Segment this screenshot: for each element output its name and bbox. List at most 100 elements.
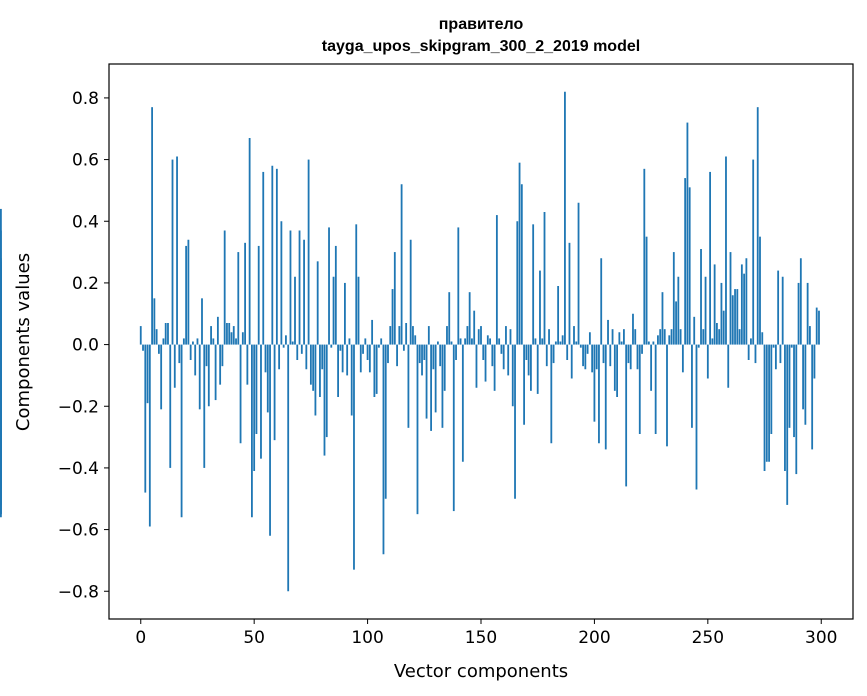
bar-106 xyxy=(380,338,383,345)
bar-190 xyxy=(570,344,573,379)
bar-52 xyxy=(257,245,260,345)
bar-151 xyxy=(482,344,485,360)
bar-40 xyxy=(230,332,233,345)
y-tick-label: 0.4 xyxy=(72,212,99,232)
bar-267 xyxy=(745,258,748,345)
bar-31 xyxy=(210,326,212,345)
bar-100 xyxy=(366,344,369,360)
bar-212 xyxy=(620,341,623,345)
bar-75 xyxy=(309,344,312,385)
bar-103 xyxy=(373,344,376,397)
bar-196 xyxy=(584,344,587,370)
bar-115 xyxy=(400,184,403,345)
bar-268 xyxy=(747,344,750,360)
bar-274 xyxy=(761,332,764,345)
bar-94 xyxy=(353,344,355,570)
bar-143 xyxy=(464,338,467,345)
bar-102 xyxy=(371,319,374,345)
bar-278 xyxy=(770,344,773,434)
bar-88 xyxy=(339,344,342,351)
bar-177 xyxy=(541,338,544,345)
bar-256 xyxy=(720,282,723,345)
bar-73 xyxy=(305,344,308,370)
bar-247 xyxy=(700,249,702,345)
bar-261 xyxy=(731,295,734,345)
bar-35 xyxy=(219,344,222,385)
bar-51 xyxy=(255,344,258,434)
bar-208 xyxy=(611,329,614,345)
bar-260 xyxy=(729,252,732,345)
bar-291 xyxy=(799,258,802,345)
bar-16 xyxy=(176,156,178,345)
bar-98 xyxy=(362,344,364,354)
bar-85 xyxy=(332,276,335,345)
bar-203 xyxy=(600,258,603,345)
bar-38 xyxy=(226,323,228,345)
bar-87 xyxy=(337,344,339,397)
bar-171 xyxy=(527,344,530,376)
bar-129 xyxy=(432,344,435,370)
bar-219 xyxy=(636,344,639,370)
bar-56 xyxy=(266,344,269,413)
bar-233 xyxy=(668,335,671,345)
bar-144 xyxy=(466,326,469,345)
bar-210 xyxy=(616,344,618,397)
bar-90 xyxy=(344,282,346,345)
bar-254 xyxy=(716,323,718,345)
bar-101 xyxy=(368,344,371,373)
bar-220 xyxy=(638,344,641,434)
bar-123 xyxy=(418,344,421,364)
x-tick-label: 150 xyxy=(465,628,497,648)
bar-54 xyxy=(262,171,265,345)
bar-201 xyxy=(595,344,598,370)
bar-74 xyxy=(307,159,310,345)
bar-26 xyxy=(198,344,201,410)
bar-248 xyxy=(702,329,705,345)
bar-55 xyxy=(264,344,267,373)
bar-95 xyxy=(355,224,358,345)
bar-133 xyxy=(441,344,444,428)
bar-207 xyxy=(609,344,612,367)
x-tick-label: 300 xyxy=(805,628,837,648)
bar-65 xyxy=(287,344,290,592)
bar-186 xyxy=(561,335,564,345)
bar-243 xyxy=(691,344,693,428)
bar-242 xyxy=(688,187,691,345)
bar-114 xyxy=(398,326,401,345)
bar-230 xyxy=(661,292,664,345)
bar-166 xyxy=(516,221,519,345)
bar-48 xyxy=(248,138,251,345)
bar-192 xyxy=(575,341,578,345)
bar-263 xyxy=(736,289,739,345)
bar-119 xyxy=(409,239,412,345)
bar-272 xyxy=(756,107,759,345)
bar-214 xyxy=(625,344,628,487)
bar-257 xyxy=(722,310,725,345)
bar-81 xyxy=(323,344,326,456)
bar-249 xyxy=(704,276,707,345)
bar-199 xyxy=(591,344,594,373)
bar-187 xyxy=(564,91,566,345)
bar-202 xyxy=(598,344,600,444)
bar-227 xyxy=(654,344,657,434)
bar-121 xyxy=(414,335,417,345)
bar-66 xyxy=(289,230,292,345)
bar-112 xyxy=(393,252,396,345)
bar-12 xyxy=(167,323,169,345)
bar-104 xyxy=(375,344,378,394)
x-tick-label: 200 xyxy=(578,628,610,648)
bar-206 xyxy=(607,319,609,345)
bar-113 xyxy=(396,344,398,367)
bar-4 xyxy=(148,344,151,527)
bar-159 xyxy=(500,344,503,354)
bar-172 xyxy=(530,344,532,391)
bar-142 xyxy=(461,344,464,462)
bars-group xyxy=(0,91,820,592)
bar-139 xyxy=(455,344,457,360)
bar-298 xyxy=(815,307,818,345)
bar-170 xyxy=(525,344,528,360)
bar-198 xyxy=(588,332,591,345)
bar-29 xyxy=(205,344,208,367)
bar-7 xyxy=(155,329,158,345)
